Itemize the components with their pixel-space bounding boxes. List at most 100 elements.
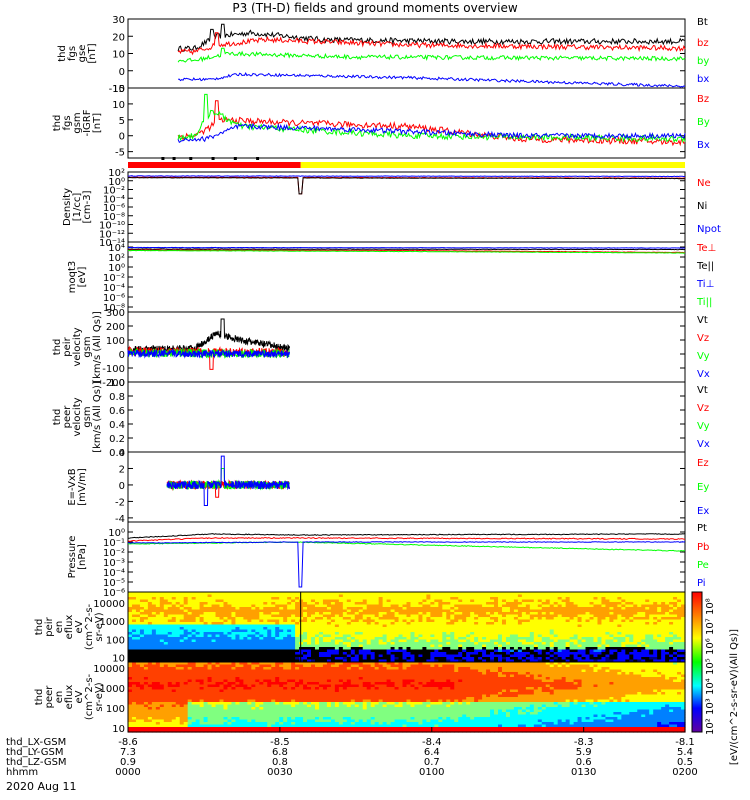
s1-cell <box>187 622 193 626</box>
s1-cell <box>378 592 384 596</box>
s1-cell <box>358 654 364 658</box>
s1-cell <box>247 647 252 651</box>
s1-cell <box>374 592 380 596</box>
s2-cell <box>231 667 237 671</box>
s1-cell <box>183 607 189 611</box>
s1-cell <box>314 659 320 663</box>
s1-cell <box>490 619 495 623</box>
s2-cell <box>549 669 555 673</box>
s1-cell <box>175 634 181 638</box>
s1-cell <box>398 619 404 623</box>
s1-cell <box>231 632 237 636</box>
s2-cell <box>231 662 237 666</box>
p7-ylabel: E=-VxB [mV/m] <box>67 468 88 506</box>
s1-cell <box>641 647 646 651</box>
s1-cell <box>378 602 384 606</box>
s1-cell <box>629 604 634 608</box>
s1-cell <box>299 594 304 598</box>
s1-cell <box>498 612 503 616</box>
s1-cell <box>482 599 487 603</box>
s2-cell <box>474 667 479 671</box>
s1-cell <box>653 657 658 661</box>
s1-cell <box>521 599 527 603</box>
s1-cell <box>673 594 678 598</box>
s2-cell <box>494 664 499 668</box>
s2-cell <box>434 664 439 668</box>
s1-cell <box>311 597 316 601</box>
s1-cell <box>219 614 225 618</box>
s1-cell <box>661 649 666 653</box>
s1-cell <box>466 654 471 658</box>
s1-cell <box>247 649 252 653</box>
s1-cell <box>398 599 404 603</box>
s1-cell <box>661 629 666 633</box>
s1-cell <box>466 607 471 611</box>
s2-cell <box>669 667 674 671</box>
s2-cell <box>525 672 531 676</box>
s1-cell <box>247 627 252 631</box>
s1-cell <box>239 629 244 633</box>
s2-cell <box>458 669 463 673</box>
s1-cell <box>494 644 499 648</box>
s1-cell <box>128 607 133 611</box>
s1-cell <box>458 654 463 658</box>
s1-cell <box>609 607 614 611</box>
s1-cell <box>645 652 650 656</box>
s1-cell <box>398 644 404 648</box>
s1-cell <box>609 637 614 641</box>
s1-cell <box>330 647 336 651</box>
s1-cell <box>513 594 519 598</box>
s1-cell <box>187 602 193 606</box>
s1-cell <box>211 634 217 638</box>
s1-cell <box>326 639 332 643</box>
s2-cell <box>509 662 515 666</box>
p8-legend-0: Pt <box>697 523 707 534</box>
s1-cell <box>195 609 201 613</box>
s1-cell <box>430 644 435 648</box>
s2-ytick-label: 1000 <box>100 684 125 695</box>
s1-cell <box>243 649 248 653</box>
p6-ytick-label: 0.4 <box>109 420 125 431</box>
s1-cell <box>478 649 483 653</box>
s1-cell <box>231 624 237 628</box>
s1-cell <box>482 649 487 653</box>
s1-cell <box>653 649 658 653</box>
s1-cell <box>661 599 666 603</box>
s2-cell <box>498 669 503 673</box>
s1-cell <box>537 597 543 601</box>
s1-cell <box>633 637 638 641</box>
p6-ylabel-line: gsm <box>82 406 93 427</box>
s1-cell <box>159 639 165 643</box>
s1-cell <box>601 634 607 638</box>
s1-cell <box>621 622 626 626</box>
s1-cell <box>175 637 181 641</box>
s1-cell <box>597 634 603 638</box>
s1-cell <box>128 617 133 621</box>
s1-cell <box>645 614 650 618</box>
s1-cell <box>661 639 666 643</box>
s1-cell <box>374 594 380 598</box>
s1-cell <box>314 644 320 648</box>
s1-cell <box>553 637 559 641</box>
s1-cell <box>279 647 284 651</box>
s1-cell <box>295 622 300 626</box>
s1-cell <box>267 654 272 658</box>
s2-cell <box>589 664 595 668</box>
s1-cell <box>179 627 185 631</box>
s1-cell <box>155 629 161 633</box>
s1-cell <box>645 659 650 663</box>
s1-cell <box>374 639 380 643</box>
s1-cell <box>267 647 272 651</box>
s1-cell <box>199 627 205 631</box>
s2-cell <box>291 667 296 671</box>
s2-cell <box>187 669 193 673</box>
s1-cell <box>259 637 264 641</box>
s1-cell <box>414 602 420 606</box>
s1-cell <box>247 652 252 656</box>
s1-cell <box>649 602 654 606</box>
p3-series-0 <box>127 176 686 195</box>
s2-cell <box>589 672 595 676</box>
s1-cell <box>549 629 555 633</box>
s1-cell <box>259 649 264 653</box>
s2-cell <box>557 664 563 668</box>
